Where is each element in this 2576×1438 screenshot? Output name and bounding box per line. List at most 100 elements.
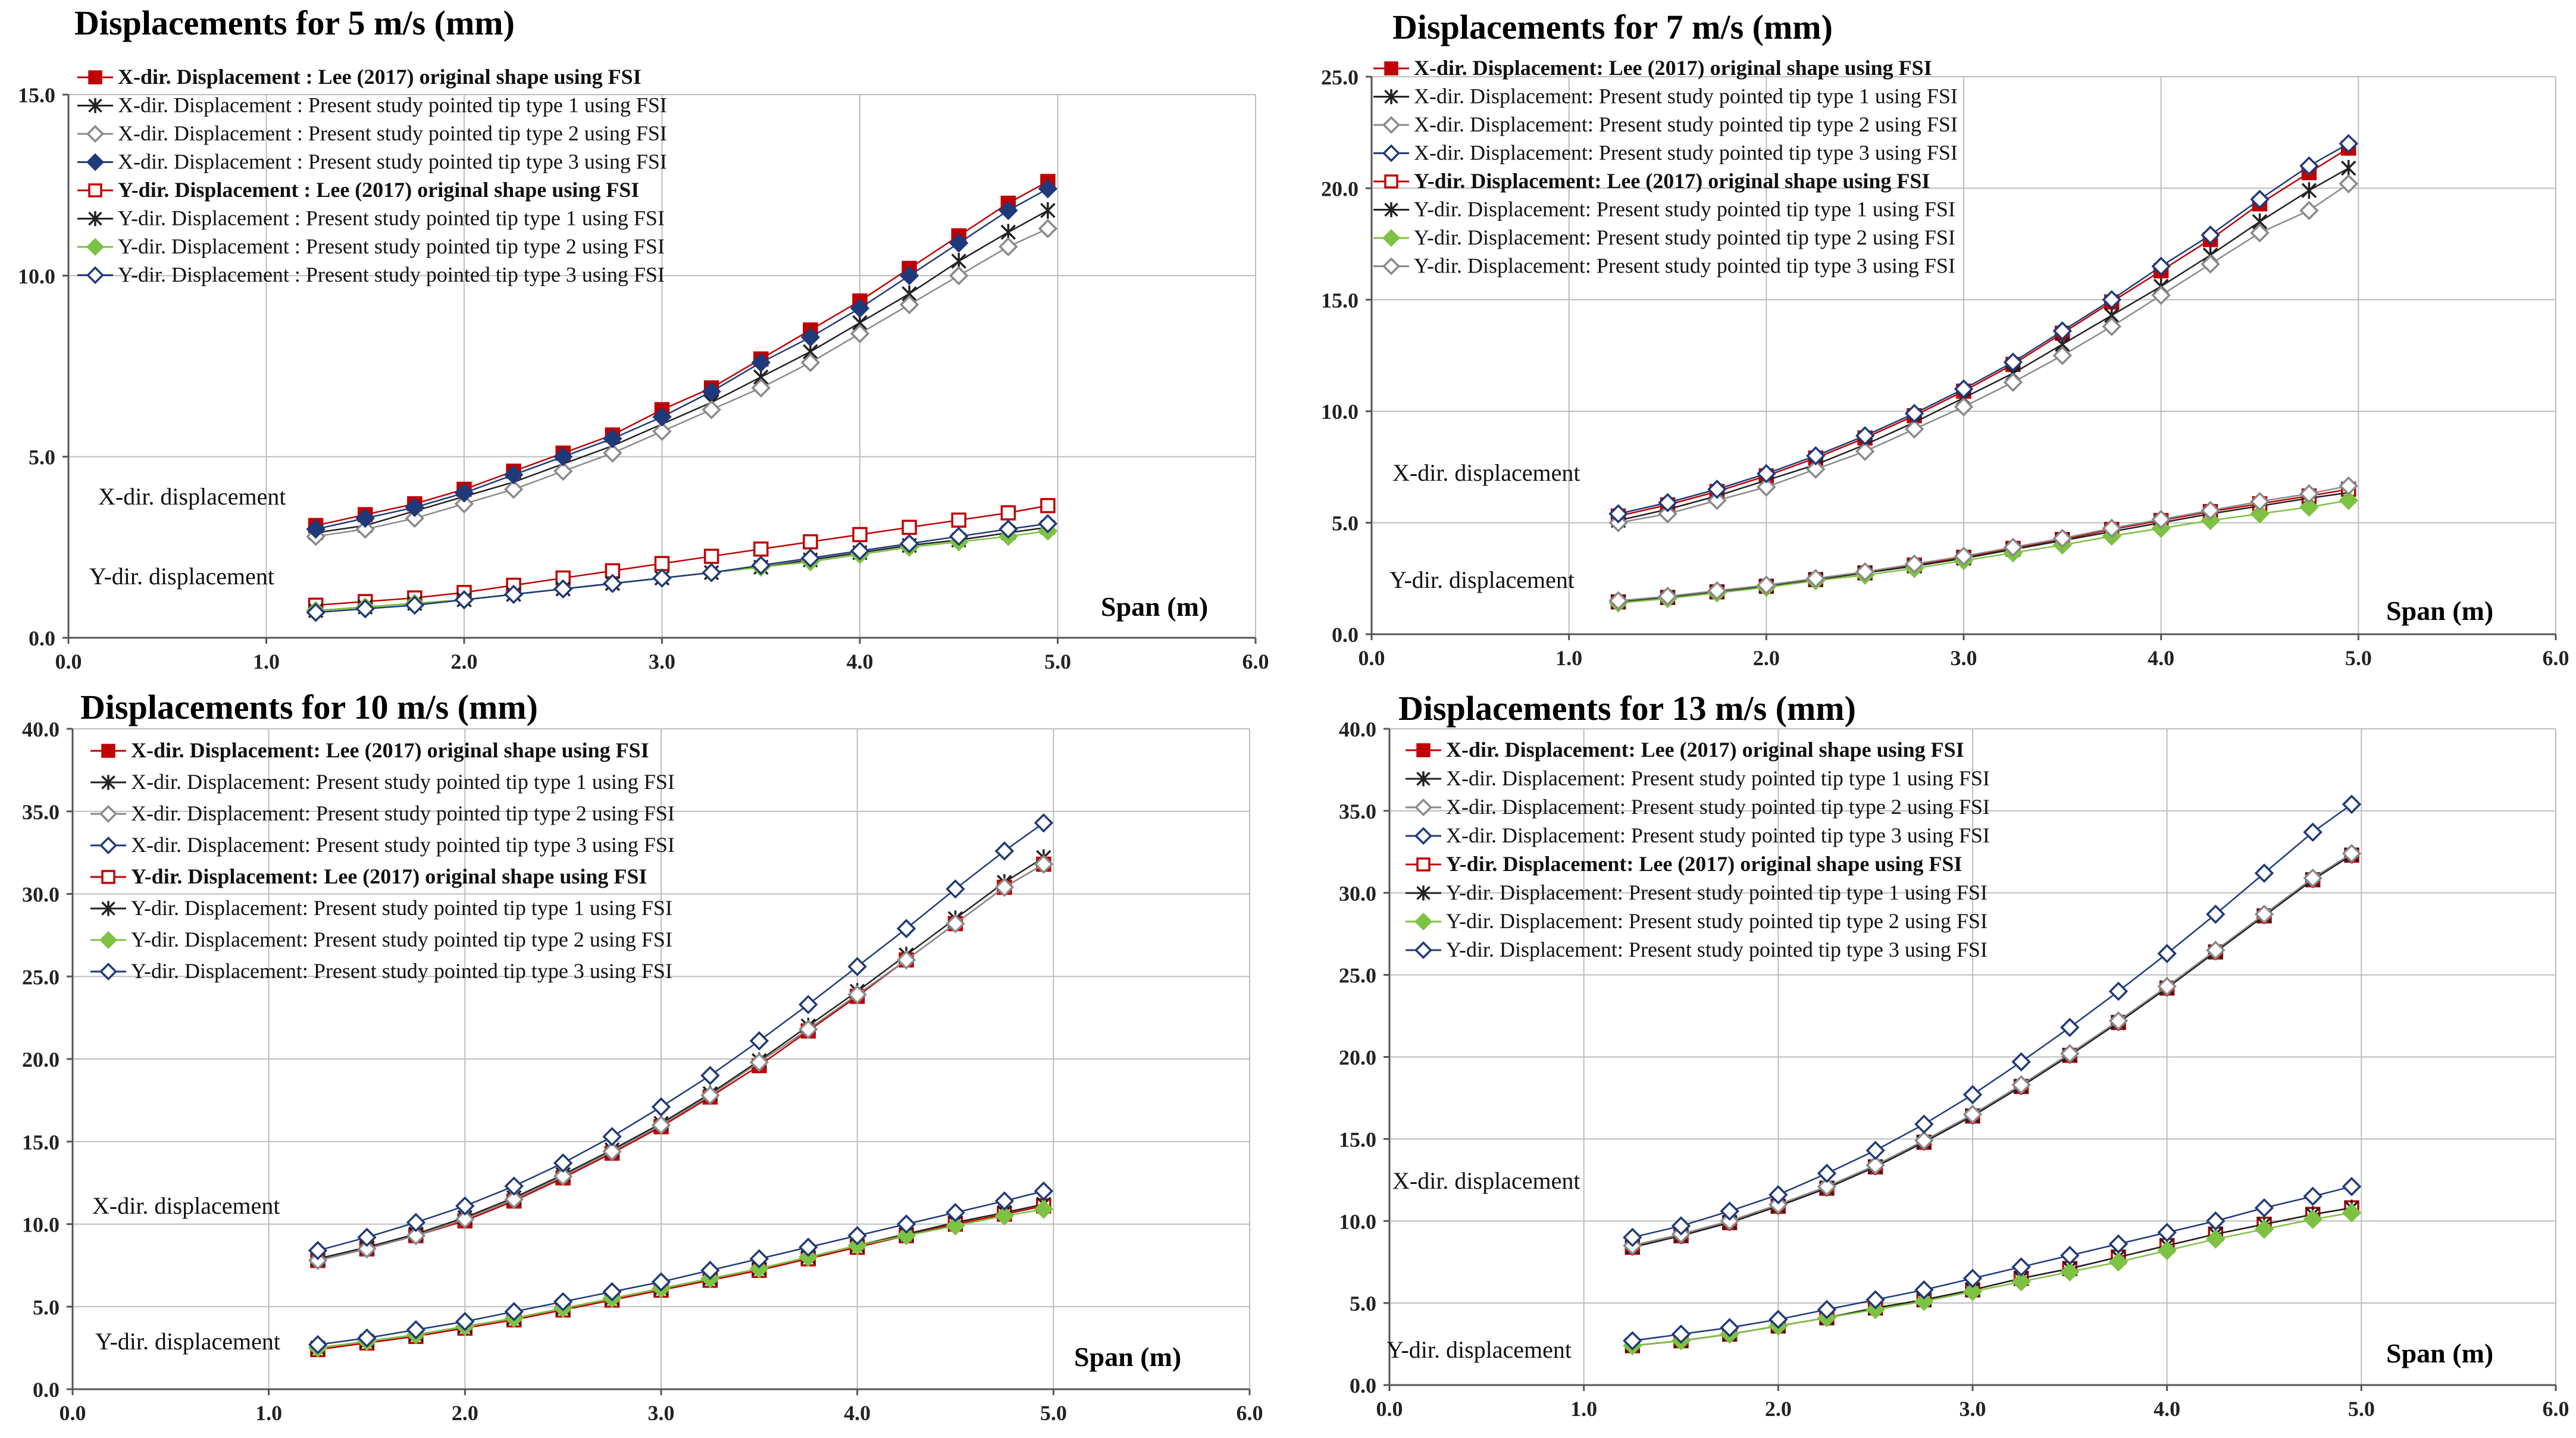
legend-marker	[1382, 144, 1400, 162]
data-point	[2003, 372, 2023, 392]
series-line	[1618, 147, 2349, 517]
y-tick-label: 0.0	[33, 1378, 60, 1402]
data-point	[1658, 587, 1677, 606]
data-point	[1623, 1331, 1642, 1351]
legend-label: X-dir. Displacement: Present study point…	[1414, 141, 1958, 165]
data-point	[1671, 1216, 1691, 1236]
data-point	[800, 327, 821, 347]
series-line	[317, 1208, 1044, 1349]
data-point	[504, 1176, 524, 1196]
legend-label: Y-dir. Displacement: Present study point…	[1446, 909, 1987, 933]
x-tick-label: 1.0	[255, 1401, 282, 1425]
legend-marker	[1416, 857, 1431, 872]
series-8	[306, 514, 1058, 622]
legend-label: X-dir. Displacement: Present study point…	[131, 770, 675, 794]
data-point	[2201, 254, 2220, 274]
data-point	[504, 1302, 524, 1321]
x-tick-label: 2.0	[452, 1401, 478, 1425]
data-point	[503, 465, 524, 485]
legend-marker	[88, 183, 102, 198]
x-tick-label: 3.0	[1960, 1397, 1986, 1421]
x-tick-label: 1.0	[1570, 1397, 1597, 1421]
x-axis-label: Span (m)	[1101, 591, 1208, 622]
data-point	[651, 1115, 671, 1135]
data-point	[1954, 379, 1974, 399]
data-point	[2250, 189, 2270, 209]
series-4	[1608, 134, 2358, 524]
x-tick-label: 6.0	[2543, 1397, 2569, 1421]
legend-label: X-dir. Displacement: Lee (2017) original…	[1446, 738, 1964, 762]
legend-marker	[1414, 827, 1432, 845]
series-line	[315, 523, 1048, 613]
legend-label: X-dir. Displacement : Present study poin…	[118, 150, 667, 174]
data-point	[1904, 403, 1924, 424]
x-tick-label: 6.0	[1242, 650, 1269, 673]
legend-marker	[1384, 89, 1398, 105]
series-line	[317, 822, 1044, 1252]
data-point	[308, 1240, 328, 1261]
y-tick-label: 5.0	[33, 1295, 60, 1319]
data-point	[1769, 1309, 1788, 1329]
data-point	[1757, 463, 1776, 484]
y-tick-label: 15.0	[18, 83, 55, 107]
data-point	[2206, 904, 2226, 924]
data-point	[602, 1142, 622, 1161]
data-point	[654, 556, 670, 571]
y-tick-label: 20.0	[1321, 177, 1359, 200]
data-point	[603, 574, 622, 593]
series-3	[308, 854, 1054, 1270]
chart-title: Displacements for 10 m/s (mm)	[80, 688, 538, 726]
legend-marker	[99, 963, 117, 980]
data-point	[1954, 397, 1974, 416]
data-point	[2108, 1234, 2129, 1254]
legend-label: Y-dir. Displacement : Present study poin…	[118, 263, 665, 287]
legend: X-dir. Displacement: Lee (2017) original…	[90, 738, 675, 983]
legend-label: X-dir. Displacement: Lee (2017) original…	[1414, 56, 1932, 80]
legend-label: X-dir. Displacement : Present study poin…	[118, 93, 667, 117]
legend-label: Y-dir. Displacement: Present study point…	[1414, 198, 1955, 221]
data-point	[1757, 575, 1776, 595]
data-point	[2011, 1052, 2031, 1072]
data-point	[951, 512, 966, 528]
data-point	[850, 298, 870, 318]
series-line	[1632, 1212, 2352, 1347]
data-point	[1866, 1155, 1885, 1175]
data-point	[652, 407, 672, 427]
data-point	[2151, 509, 2171, 530]
data-point	[553, 1292, 573, 1312]
x-tick-label: 3.0	[1951, 646, 1977, 670]
data-point	[2339, 490, 2358, 510]
y-tick-label: 40.0	[1339, 718, 1376, 741]
data-point	[799, 1238, 818, 1257]
curve-annotation: X-dir. displacement	[92, 1192, 280, 1219]
data-point	[553, 1153, 573, 1173]
legend-marker	[101, 744, 115, 758]
data-point	[2301, 182, 2317, 199]
series-line	[317, 1205, 1044, 1351]
legend-label: Y-dir. Displacement : Lee (2017) origina…	[118, 178, 639, 202]
data-point	[553, 447, 573, 466]
data-point	[553, 461, 573, 481]
data-point	[2102, 518, 2121, 538]
data-point	[1817, 1164, 1837, 1183]
y-tick-label: 5.0	[29, 446, 55, 469]
y-tick-label: 35.0	[22, 800, 60, 824]
data-point	[355, 599, 375, 619]
series-8	[308, 1181, 1054, 1355]
data-point	[2339, 476, 2358, 496]
y-tick-label: 5.0	[1350, 1292, 1376, 1315]
data-point	[2303, 822, 2323, 842]
data-point	[1866, 1299, 1885, 1320]
data-point	[2299, 497, 2319, 517]
series-8	[1608, 476, 2358, 611]
x-tick-label: 3.0	[648, 1401, 675, 1425]
data-point	[455, 1209, 475, 1229]
data-point	[994, 1191, 1015, 1211]
legend-marker	[1414, 798, 1432, 816]
data-point	[2052, 346, 2073, 365]
data-point	[2060, 1245, 2080, 1265]
series-3	[306, 218, 1058, 546]
data-point	[602, 1127, 622, 1146]
chart-panel-1: 0.0 5.0 10.0 15.0 0.0 1.0 2.0 3.0 4.0 5.0 6.0 X-dir…	[18, 4, 1269, 673]
